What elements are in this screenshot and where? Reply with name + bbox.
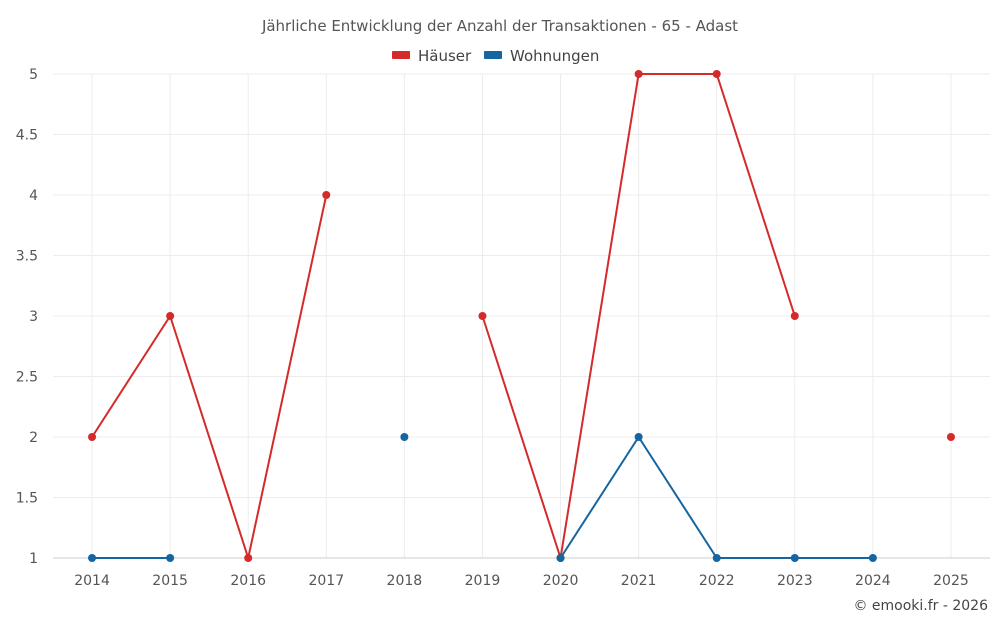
chart-title: Jährliche Entwicklung der Anzahl der Tra…	[261, 17, 738, 35]
series-0-point	[712, 70, 721, 78]
y-tick-label: 3.5	[16, 249, 38, 265]
series-1-point	[790, 554, 799, 562]
x-tick-label: 2025	[933, 573, 969, 589]
series-1-point	[166, 554, 175, 562]
x-tick-label: 2022	[699, 573, 735, 589]
x-tick-label: 2019	[465, 573, 501, 589]
credit-label: © emooki.fr - 2026	[853, 598, 988, 614]
series-line-0	[91, 194, 328, 559]
x-tick-label: 2016	[230, 573, 266, 589]
series-0-point	[244, 554, 253, 562]
series-0-point	[790, 312, 799, 320]
series-1-point	[868, 554, 877, 562]
legend: Häuser Wohnungen	[392, 47, 599, 65]
x-tick-label: 2020	[543, 573, 579, 589]
series-layer	[88, 70, 955, 562]
x-tick-label: 2018	[387, 573, 423, 589]
series-0-point	[166, 312, 175, 320]
series-1-point	[88, 554, 97, 562]
series-1-point	[712, 554, 721, 562]
y-tick-label: 1.5	[16, 491, 38, 507]
x-tick-label: 2015	[152, 573, 188, 589]
series-0-point	[634, 70, 643, 78]
x-tick-label: 2024	[855, 573, 891, 589]
x-tick-label: 2023	[777, 573, 813, 589]
legend-swatch	[484, 51, 502, 59]
x-tick-label: 2017	[308, 573, 344, 589]
legend-label: Wohnungen	[510, 47, 599, 65]
x-axis: 2014 2015 2016 2017 2018 2019 2020 2021 2022 2023…	[74, 573, 969, 589]
series-0-point	[478, 312, 487, 320]
x-tick-label: 2021	[621, 573, 657, 589]
legend-swatch	[392, 51, 410, 59]
x-tick-label: 2014	[74, 573, 110, 589]
series-1-point	[400, 433, 409, 441]
legend-label: Häuser	[418, 47, 472, 65]
series-0-point	[88, 433, 97, 441]
series-1-point	[634, 433, 643, 441]
y-tick-label: 4	[29, 188, 38, 204]
y-axis: 1 1.5 2 2.5 3 3.5 4 4.5 5	[16, 67, 38, 567]
grid	[53, 73, 990, 559]
y-tick-label: 1	[29, 551, 38, 567]
series-1-point	[556, 554, 565, 562]
y-tick-label: 5	[29, 67, 38, 83]
y-tick-label: 4.5	[16, 128, 38, 144]
y-tick-label: 2	[29, 430, 38, 446]
series-0-point	[946, 433, 955, 441]
series-0-point	[322, 191, 331, 199]
y-tick-label: 2.5	[16, 370, 38, 386]
y-tick-label: 3	[29, 309, 38, 325]
